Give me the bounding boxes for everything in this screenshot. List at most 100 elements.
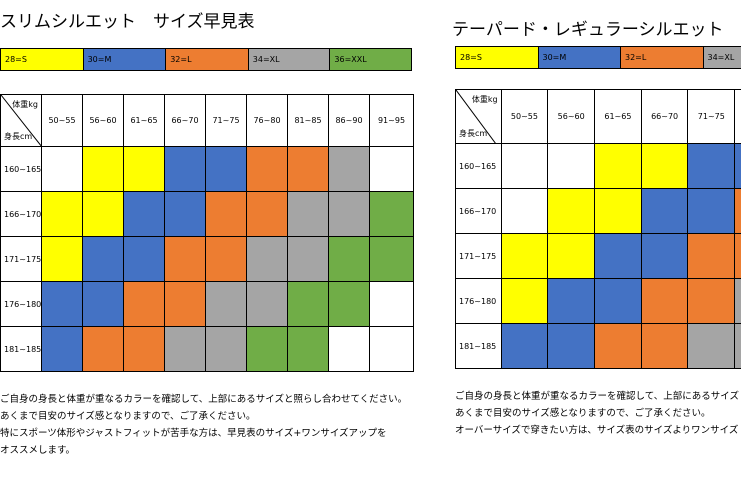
legend-item-m: 30=M: [83, 49, 167, 70]
size-cell-xxl: [287, 281, 329, 327]
size-cell-s: [547, 188, 596, 234]
weight-header: 71~75: [687, 89, 736, 144]
size-cell-l: [246, 146, 288, 192]
left-note-line: ご自身の身長と体重が重なるカラーを確認して、上部にあるサイズと照らし合わせてくだ…: [0, 394, 408, 405]
left-size-chart: 体重kg 身長cm 50~55 56~60 61~65 66~70 71~75 76~80…: [0, 94, 414, 372]
size-cell-l: [164, 236, 206, 282]
size-cell-l: [640, 278, 689, 324]
size-cell-s: [82, 191, 124, 237]
size-cell-l: [205, 236, 247, 282]
size-cell-xl: [287, 191, 329, 237]
table-row: 171~175: [0, 236, 414, 282]
size-cell-none: [500, 143, 549, 189]
size-cell-none: [369, 326, 414, 372]
size-cell-m: [640, 233, 689, 279]
size-cell-s: [640, 143, 689, 189]
size-cell-xl: [287, 236, 329, 282]
size-cell-m: [123, 236, 165, 282]
legend-item-l: 32=L: [621, 47, 704, 68]
table-row: 166~170: [0, 191, 414, 237]
table-row: 176~180: [455, 278, 741, 324]
size-cell-m: [205, 146, 247, 192]
size-cell-xl: [205, 281, 247, 327]
size-cell-xl: [328, 146, 370, 192]
height-row-label: 176~180: [0, 281, 42, 327]
size-cell-xl: [164, 326, 206, 372]
right-size-chart: 体重kg 身長cm 50~5556~6061~6566~7071~7576~80…: [455, 89, 741, 369]
table-row: 181~185: [455, 323, 741, 369]
weight-header: 56~60: [82, 94, 124, 147]
size-cell-m: [547, 278, 596, 324]
right-notes: ご自身の身長と体重が重なるカラーを確認して、上部にあるサイズ あくまで目安のサイ…: [455, 388, 739, 439]
left-note-line: オススメします。: [0, 445, 76, 456]
weight-header: 76~80: [246, 94, 288, 147]
height-row-label: 160~165: [0, 146, 42, 192]
diagonal-line: [456, 90, 496, 143]
size-cell-xl: [205, 326, 247, 372]
size-cell-m: [687, 143, 736, 189]
height-row-label: 181~185: [0, 326, 42, 372]
height-row-label: 181~185: [455, 323, 502, 369]
table-row: 160~165: [455, 143, 741, 189]
size-cell-m: [164, 191, 206, 237]
size-cell-l: [687, 278, 736, 324]
size-cell-s: [41, 191, 83, 237]
legend-item-l: 32=L: [166, 49, 249, 70]
height-row-label: 166~170: [0, 191, 42, 237]
right-title: テーパード・レギュラーシルエット サ: [452, 20, 741, 40]
left-title: スリムシルエット サイズ早見表: [0, 12, 255, 32]
size-cell-s: [547, 233, 596, 279]
right-corner-header: 体重kg 身長cm: [455, 89, 502, 144]
size-cell-l: [123, 326, 165, 372]
weight-axis-label: 体重kg: [471, 95, 498, 104]
size-cell-none: [328, 326, 370, 372]
size-cell-m: [594, 233, 642, 279]
left-corner-header: 体重kg 身長cm: [0, 94, 42, 147]
legend-item-xl: 34=XL: [703, 47, 741, 68]
weight-header: 50~55: [41, 94, 83, 147]
size-cell-l: [640, 323, 689, 369]
right-note-line: オーバーサイズで穿きたい方は、サイズ表のサイズよりワンサイズ: [455, 425, 739, 436]
size-cell-none: [41, 146, 83, 192]
size-cell-m: [640, 188, 689, 234]
height-row-label: 171~175: [0, 236, 42, 282]
size-cell-m: [41, 281, 83, 327]
size-cell-l: [246, 191, 288, 237]
weight-header: 91~95: [369, 94, 414, 147]
size-cell-m: [594, 278, 642, 324]
left-note-line: 特にスポーツ体形やジャストフィットが苦手な方は、早見表のサイズ+ワンサイズアップ…: [0, 428, 387, 439]
size-cell-xxl: [328, 236, 370, 282]
size-cell-m: [123, 191, 165, 237]
size-cell-l: [82, 326, 124, 372]
size-cell-m: [82, 236, 124, 282]
weight-header: 61~65: [594, 89, 642, 144]
legend-item-s: 28=S: [1, 49, 84, 70]
size-cell-xl: [734, 323, 741, 369]
size-cell-none: [369, 281, 414, 327]
height-row-label: 166~170: [455, 188, 502, 234]
size-cell-m: [734, 143, 741, 189]
right-size-legend: 28=S 30=M 32=L 34=XL: [455, 46, 741, 69]
weight-header: 61~65: [123, 94, 165, 147]
size-cell-xxl: [369, 191, 414, 237]
size-cell-m: [687, 188, 736, 234]
height-row-label: 160~165: [455, 143, 502, 189]
size-cell-xl: [246, 236, 288, 282]
weight-header: 71~75: [205, 94, 247, 147]
size-cell-none: [500, 188, 549, 234]
size-cell-m: [164, 146, 206, 192]
left-note-line: あくまで目安のサイズ感となりますので、ご了承ください。: [0, 411, 256, 422]
size-cell-l: [594, 323, 642, 369]
size-cell-xl: [328, 191, 370, 237]
size-cell-xl: [687, 323, 736, 369]
size-cell-none: [547, 143, 596, 189]
weight-header: 81~85: [287, 94, 329, 147]
size-cell-m: [500, 323, 549, 369]
weight-header: 86~90: [328, 94, 370, 147]
size-cell-s: [41, 236, 83, 282]
left-size-legend: 28=S 30=M 32=L 34=XL 36=XXL: [0, 48, 412, 71]
weight-header: 50~55: [500, 89, 549, 144]
size-cell-xxl: [246, 326, 288, 372]
table-row: 181~185: [0, 326, 414, 372]
table-row: 171~175: [455, 233, 741, 279]
